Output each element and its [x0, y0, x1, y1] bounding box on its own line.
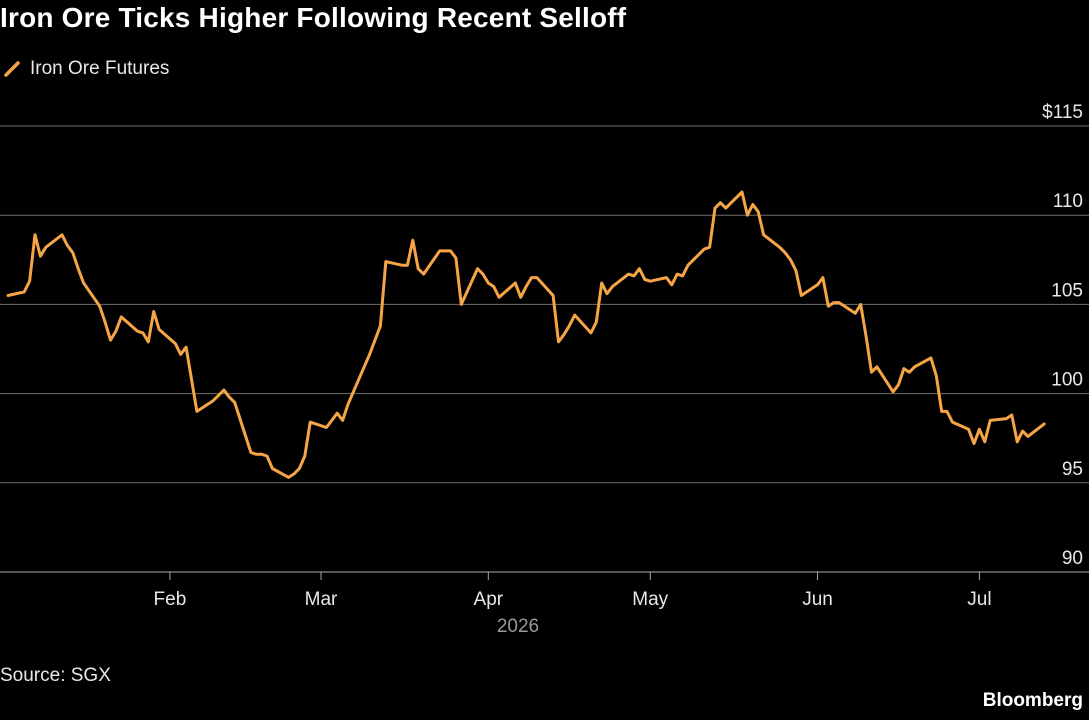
y-tick-label: 100	[1051, 370, 1083, 391]
x-tick-label: May	[632, 589, 668, 610]
legend: Iron Ore Futures	[0, 56, 169, 82]
axis-labels: $115 110 105 100 95 90 Feb Mar Apr May Jun Jul 2026	[154, 102, 1083, 637]
y-tick-label: $115	[1042, 102, 1083, 123]
x-tick-label: Jul	[967, 589, 991, 610]
x-tick-label: Mar	[305, 589, 338, 610]
x-tick-label: Apr	[474, 589, 504, 610]
gridlines	[0, 125, 1089, 573]
y-tick-label: 95	[1062, 459, 1083, 480]
x-axis-title: 2026	[497, 616, 539, 637]
legend-label: Iron Ore Futures	[30, 58, 170, 79]
chart-title: Iron Ore Ticks Higher Following Recent S…	[0, 2, 627, 33]
y-tick-label: 105	[1051, 280, 1083, 301]
x-axis	[169, 572, 980, 580]
x-tick-label: Jun	[802, 589, 833, 610]
y-tick-label: 90	[1062, 548, 1083, 569]
x-tick-label: Feb	[154, 589, 187, 610]
source-note: Source: SGX	[0, 665, 111, 686]
series-line-iron-ore-futures	[6, 190, 1046, 479]
bloomberg-logo: Bloomberg	[982, 690, 1083, 711]
legend-swatch-icon	[4, 61, 20, 77]
y-tick-label: 110	[1053, 191, 1083, 212]
series-layer	[6, 190, 1046, 479]
